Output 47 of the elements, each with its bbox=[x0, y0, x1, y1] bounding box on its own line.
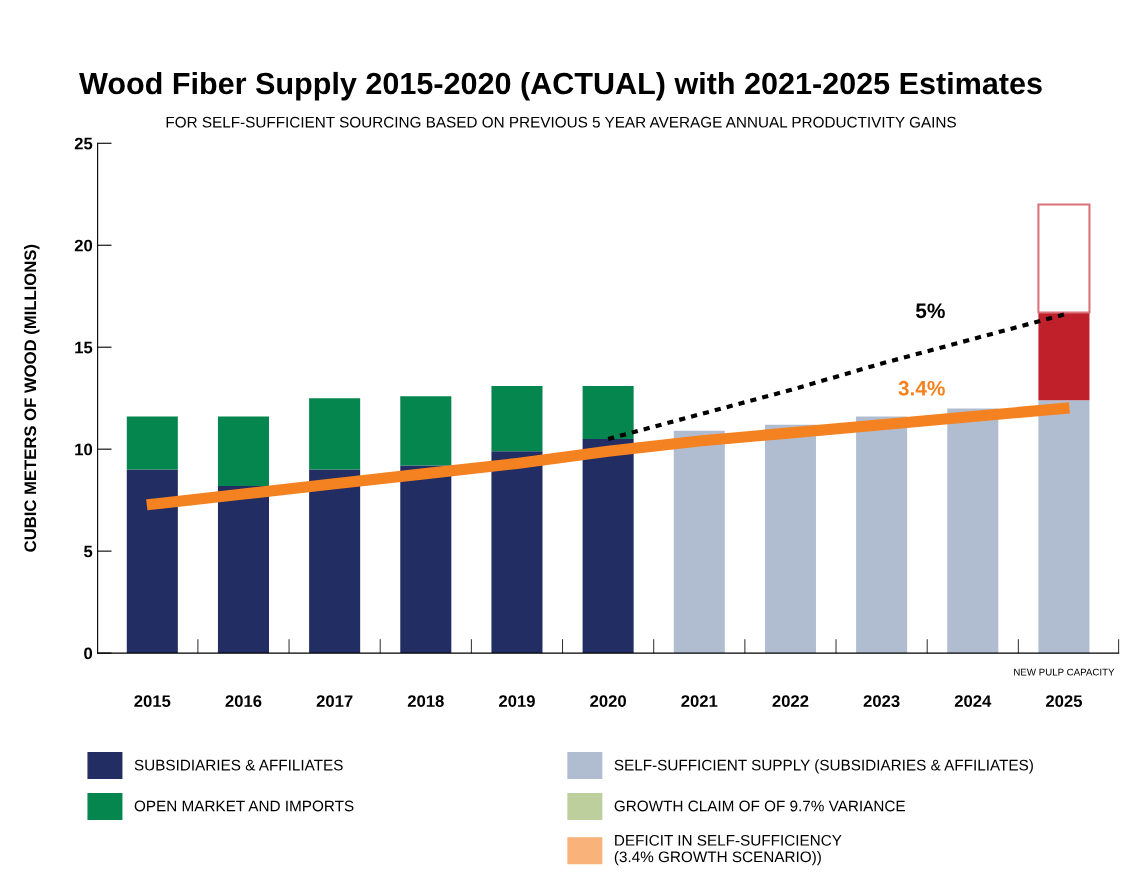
x-tick-label: 2024 bbox=[954, 695, 992, 708]
y-tick-label: 25 bbox=[74, 137, 93, 150]
bar bbox=[582, 385, 634, 439]
y-tick-label: 10 bbox=[75, 443, 93, 456]
chart-subtitle: FOR SELF-SUFFICIENT SOURCING BASED ON PREVIOUS 5 YEAR AVERAGE ANNUAL PRODUCTIVITY GAINS bbox=[166, 116, 956, 128]
legend-label: OPEN MARKET AND IMPORTS bbox=[134, 800, 354, 812]
bar bbox=[1038, 312, 1090, 401]
x-tick-label: 2019 bbox=[499, 695, 535, 708]
y-tick-label: 5 bbox=[84, 545, 93, 558]
bar bbox=[673, 430, 725, 654]
x-tick-label: 2020 bbox=[590, 695, 626, 708]
x-tick-label: 2018 bbox=[407, 695, 444, 708]
bar bbox=[217, 416, 269, 486]
y-tick-label: 20 bbox=[74, 239, 93, 252]
x-tick-label: 2017 bbox=[316, 695, 353, 708]
series-label: 3.4% bbox=[898, 380, 945, 396]
bar bbox=[491, 451, 543, 654]
x-tick-label: 2015 bbox=[134, 695, 171, 708]
bar bbox=[764, 424, 816, 654]
x-tick-label: 2016 bbox=[225, 695, 262, 708]
bar bbox=[309, 398, 361, 470]
bar bbox=[126, 469, 178, 654]
legend-label: DEFICIT IN SELF-SUFFICIENCY (3.4% GROWTH SCENARIO)) bbox=[614, 834, 842, 866]
y-tick-label: 15 bbox=[75, 341, 93, 354]
legend-label: GROWTH CLAIM OF OF 9.7% VARIANCE bbox=[614, 800, 905, 812]
bar bbox=[1037, 203, 1091, 314]
x-tick-label: 2025 bbox=[1045, 695, 1083, 708]
bar bbox=[309, 469, 361, 654]
chart-title: Wood Fiber Supply 2015-2020 (ACTUAL) with 2021-2025 Estimates bbox=[79, 71, 1042, 101]
x-tick-label: 2022 bbox=[772, 695, 809, 708]
series-label: 5% bbox=[915, 303, 945, 319]
legend-label: SUBSIDIARIES & AFFILIATES bbox=[134, 759, 343, 771]
bar bbox=[400, 396, 452, 466]
bar bbox=[1038, 400, 1090, 654]
y-axis-title: CUBIC METERS OF WOOD (MILLIONS) bbox=[23, 244, 40, 552]
bar bbox=[217, 485, 269, 654]
text: NEW PULP CAPACITY bbox=[1014, 668, 1115, 676]
bar bbox=[856, 416, 908, 654]
x-tick-label: 2021 bbox=[681, 695, 718, 708]
y-tick-label: 0 bbox=[84, 647, 93, 660]
bar bbox=[947, 408, 999, 654]
legend-label: SELF-SUFFICIENT SUPPLY (SUBSIDIARIES & AFFILIATES) bbox=[614, 759, 1033, 774]
bar bbox=[126, 416, 178, 470]
bar bbox=[491, 385, 543, 452]
bar bbox=[582, 438, 634, 654]
x-tick-label: 2023 bbox=[863, 695, 900, 708]
bar bbox=[400, 465, 452, 654]
